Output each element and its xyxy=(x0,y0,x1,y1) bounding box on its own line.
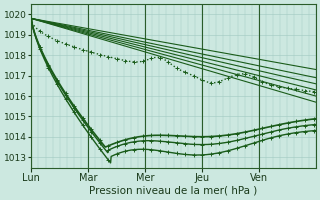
X-axis label: Pression niveau de la mer( hPa ): Pression niveau de la mer( hPa ) xyxy=(90,186,258,196)
